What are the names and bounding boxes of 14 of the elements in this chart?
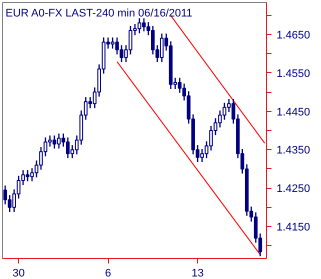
candlestick [178,77,182,94]
candlestick [160,32,164,63]
candlestick [66,136,70,159]
y-tick-label: 1.4450 [276,106,310,118]
text: EUR A0-FX LAST-240 min 06/16/2011 [6,8,192,20]
y-tick-label: 1.4550 [276,68,310,80]
y-tick-label: 1.4150 [276,222,310,234]
x-tick-label: 30 [12,268,25,279]
y-tick-label: 1.4650 [276,29,310,42]
x-tick-label: 13 [191,268,204,279]
candlestick [3,184,8,205]
y-tick-label: 1.4250 [276,183,310,196]
y-tick-label: 1.4350 [276,144,310,157]
x-tick-label: 6 [105,268,112,279]
